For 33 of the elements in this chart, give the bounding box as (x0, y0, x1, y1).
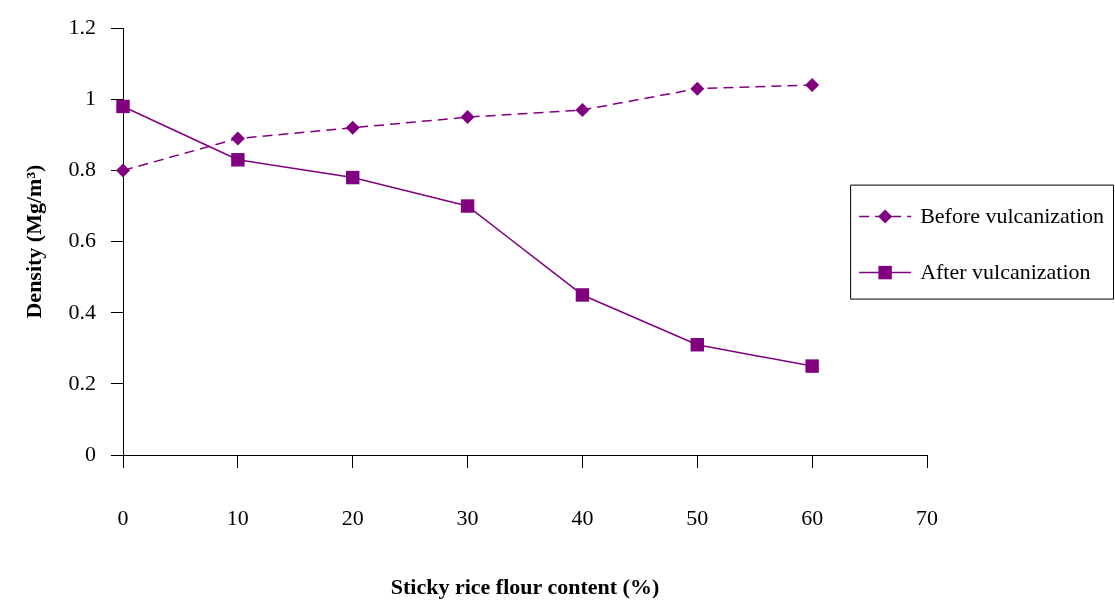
point (805, 78, 820, 93)
x-tick-label: 70 (916, 504, 938, 530)
point (575, 103, 590, 117)
y-tick-label: 0 (85, 440, 96, 466)
legend-label: Before vulcanization (920, 203, 1105, 229)
y-tick-label: 1 (85, 85, 96, 111)
y-tick-label: 0.6 (68, 227, 96, 253)
point (345, 120, 360, 135)
x-tick-label: 0 (117, 504, 129, 530)
point (690, 81, 705, 96)
legend-label: After vulcanization (920, 259, 1091, 285)
y-tick-label: 0.2 (68, 369, 96, 395)
point (805, 359, 819, 373)
point (116, 163, 130, 178)
point (460, 199, 475, 213)
point (231, 153, 245, 167)
y-tick-label: 0.4 (68, 298, 96, 324)
x-tick-label: 40 (571, 504, 594, 530)
x-axis-title: Sticky rice flour content (%) (390, 574, 660, 600)
x-tick-label: 30 (456, 504, 479, 530)
x-tick-label: 60 (801, 504, 824, 530)
point (346, 170, 360, 185)
point (230, 131, 245, 146)
point (116, 99, 130, 114)
x-tick-label: 10 (226, 504, 249, 530)
point (575, 288, 590, 302)
point (460, 110, 475, 125)
y-tick-label: 0.8 (68, 156, 96, 182)
y-axis-title: Density (Mg/m³) (20, 164, 46, 319)
x-tick-label: 50 (686, 504, 709, 530)
point (690, 338, 704, 352)
x-tick-label: 20 (341, 504, 364, 530)
y-tick-label: 1.2 (68, 13, 96, 39)
